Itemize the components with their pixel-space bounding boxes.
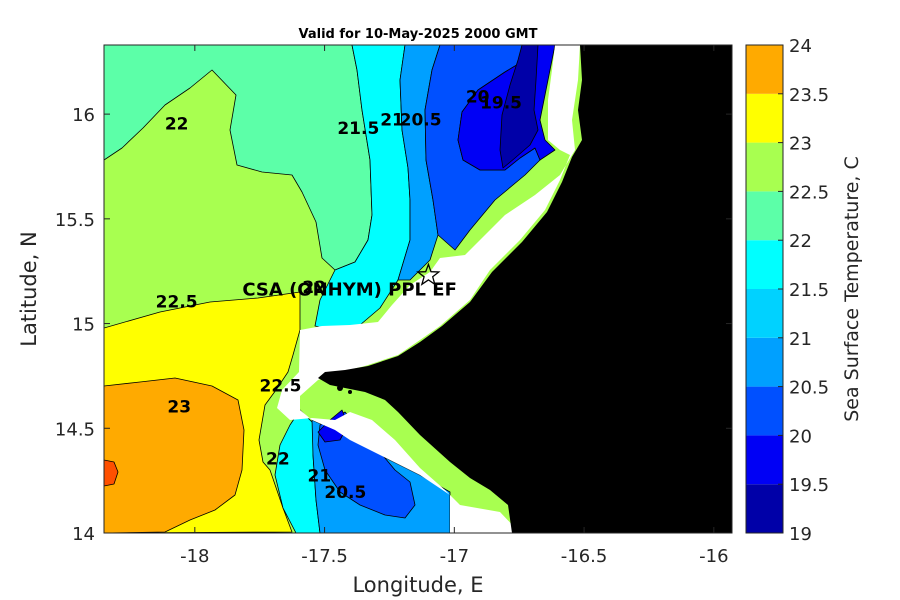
x-axis-label: Longitude, E xyxy=(352,573,483,597)
x-axis-ticks: -18 -17.5 -17 -16.5 -16 xyxy=(180,45,729,567)
contour-label: 21.5 xyxy=(337,119,379,139)
colorbar-tick-label: 22 xyxy=(789,231,812,252)
colorbar-tick-label: 23.5 xyxy=(789,85,829,106)
band-23.5-24-patch xyxy=(104,459,119,487)
colorbar-block xyxy=(746,435,783,485)
contour-label: 23 xyxy=(167,397,191,417)
contour-label: 22 xyxy=(302,278,326,298)
colorbar-tick-label: 20 xyxy=(789,426,812,447)
y-tick-label: 16 xyxy=(72,105,95,126)
colorbar-block xyxy=(746,240,783,289)
colorbar-tick-label: 22.5 xyxy=(789,182,829,203)
contour-label: 22 xyxy=(266,450,290,470)
y-tick-label: 15.5 xyxy=(55,210,95,231)
colorbar-tick-label: 20.5 xyxy=(789,378,829,399)
y-tick-label: 15 xyxy=(72,315,95,336)
contour-label: 21 xyxy=(380,110,404,130)
station-star-icon[interactable] xyxy=(416,262,441,286)
contour-label: 21 xyxy=(308,466,332,486)
colorbar-block xyxy=(746,386,783,436)
figure-title: Valid for 10-May-2025 2000 GMT xyxy=(299,27,538,42)
colorbar-block xyxy=(746,191,783,241)
y-axis-ticks: 14 14.5 15 15.5 16 xyxy=(55,105,732,545)
colorbar-blocks xyxy=(746,45,783,533)
contour-label: 22.5 xyxy=(259,376,301,396)
colorbar-tick-label: 21.5 xyxy=(789,280,829,301)
colorbar-block xyxy=(746,484,783,533)
station-label: CSA (ONHYM) PPL EF xyxy=(242,279,457,300)
no-data-coastal-zone xyxy=(277,45,580,533)
y-axis-label: Latitude, N xyxy=(17,231,41,347)
station-layer: CSA (ONHYM) PPL EF xyxy=(242,262,457,300)
y-tick-label: 14 xyxy=(72,524,95,545)
colorbar-tick-label: 19 xyxy=(789,524,812,545)
y-tick-label: 14.5 xyxy=(55,419,95,440)
colorbar-tick-label: 23 xyxy=(789,134,812,155)
contour-label: 22 xyxy=(165,115,189,135)
x-tick-label: -16 xyxy=(699,546,728,567)
band-23-23.5-southwest xyxy=(104,377,245,533)
contour-label: 20 xyxy=(466,87,490,107)
island-1 xyxy=(337,385,343,391)
colorbar-label: Sea Surface Temperature, C xyxy=(841,156,863,422)
sst-contour-fill xyxy=(104,45,556,533)
contour-label: 20.5 xyxy=(324,483,366,503)
land-senegal-coast[interactable] xyxy=(318,45,732,533)
x-tick-label: -17 xyxy=(440,546,469,567)
colorbar-ticks: 19 19.5 20 20.5 21 21.5 22 22.5 23 23.5 24 xyxy=(778,36,829,545)
colorbar-block xyxy=(746,337,783,387)
colorbar-block xyxy=(746,142,783,192)
contour-label: 20.5 xyxy=(400,110,442,130)
colorbar-tick-label: 19.5 xyxy=(789,475,829,496)
colorbar-tick-label: 21 xyxy=(789,329,812,350)
colorbar: 19 19.5 20 20.5 21 21.5 22 22.5 23 23.5 24 Sea Sur… xyxy=(745,36,863,545)
colorbar-block xyxy=(746,45,783,94)
contour-label: 22.5 xyxy=(156,293,198,313)
colorbar-block xyxy=(746,93,783,143)
x-tick-label: -17.5 xyxy=(301,546,348,567)
colorbar-tick-label: 24 xyxy=(789,36,812,57)
colorbar-block xyxy=(746,289,783,338)
contour-label: 19.5 xyxy=(480,94,522,114)
band-19-19.5-north xyxy=(499,45,539,169)
island-2 xyxy=(348,390,352,394)
x-tick-label: -16.5 xyxy=(561,546,608,567)
x-tick-label: -18 xyxy=(180,546,209,567)
map-axes-frame xyxy=(103,44,733,534)
